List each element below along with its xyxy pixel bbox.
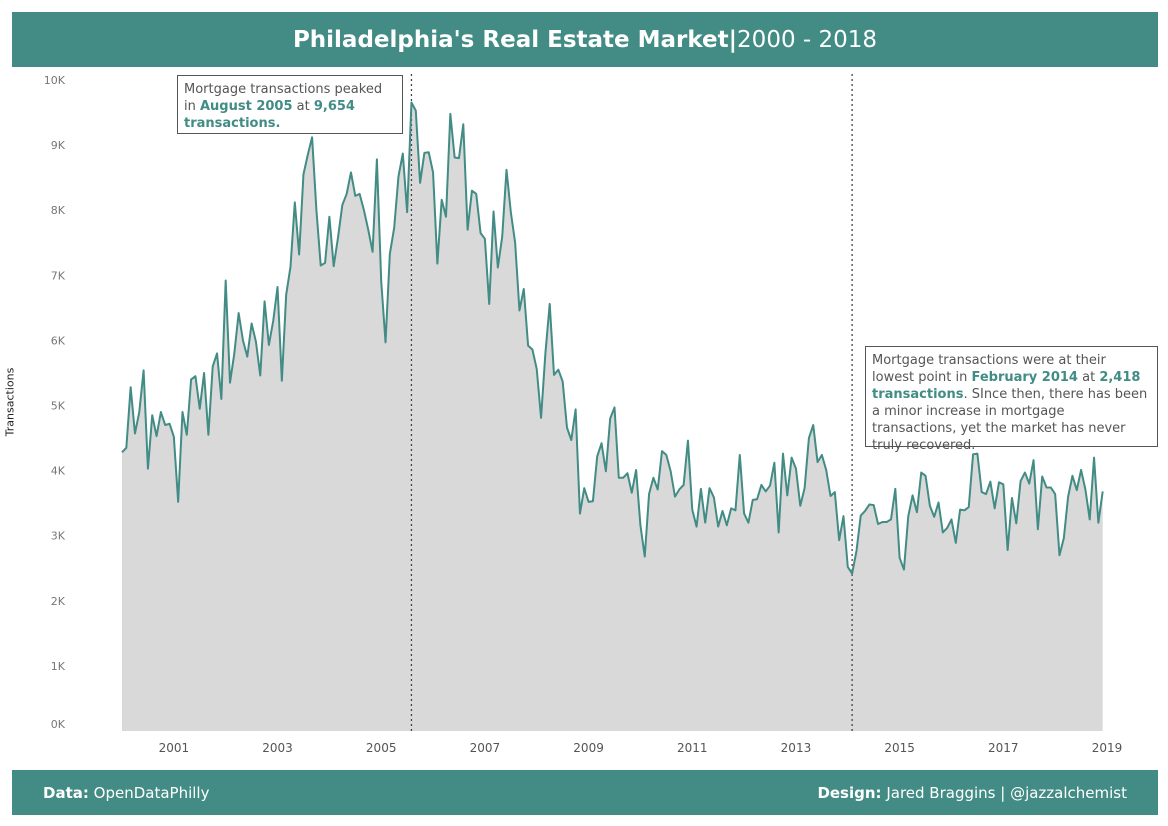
y-tick-label: 4K bbox=[51, 465, 66, 478]
x-tick-label: 2013 bbox=[781, 741, 812, 755]
y-tick-label: 0K bbox=[51, 718, 66, 731]
low-annotation-text: Mortgage transactions were at their lowe… bbox=[872, 353, 1106, 385]
data-credit: Data: OpenDataPhilly bbox=[43, 784, 209, 802]
y-tick-label: 1K bbox=[51, 660, 66, 673]
design-credit-value: Jared Braggins | @jazzalchemist bbox=[886, 783, 1127, 802]
peak-annotation-text: Mortgage transactions peaked in bbox=[184, 82, 383, 114]
x-tick-label: 2003 bbox=[262, 741, 293, 755]
series-line bbox=[121, 101, 1104, 575]
y-tick-label: 9K bbox=[51, 139, 66, 152]
title-bar: Philadelphia's Real Estate Market| 2000 -… bbox=[12, 12, 1158, 67]
chart-title: Philadelphia's Real Estate Market| bbox=[292, 26, 738, 53]
y-tick-label: 10K bbox=[44, 74, 66, 87]
low-unit: transactions bbox=[872, 387, 964, 402]
y-tick-label: 5K bbox=[51, 400, 66, 413]
peak-month: August 2005 bbox=[199, 99, 293, 114]
peak-unit: transactions. bbox=[184, 116, 281, 131]
y-tick-label: 2K bbox=[51, 595, 66, 608]
x-tick-label: 2001 bbox=[159, 741, 190, 755]
x-tick-label: 2007 bbox=[470, 741, 501, 755]
design-credit-label: Design: bbox=[817, 783, 882, 802]
y-tick-label: 7K bbox=[51, 269, 66, 282]
x-tick-label: 2017 bbox=[988, 741, 1019, 755]
footer-bar: Data: OpenDataPhilly Design: Jared Bragg… bbox=[12, 770, 1158, 815]
x-tick-label: 2015 bbox=[884, 741, 915, 755]
data-credit-value: OpenDataPhilly bbox=[93, 783, 210, 802]
y-tick-label: 6K bbox=[51, 334, 66, 347]
y-tick-label: 8K bbox=[51, 204, 66, 217]
x-tick-label: 2019 bbox=[1092, 741, 1123, 755]
low-annotation-at: at bbox=[1077, 370, 1100, 385]
design-credit: Design: Jared Braggins | @jazzalchemist bbox=[817, 784, 1127, 802]
peak-annotation: Mortgage transactions peaked in August 2… bbox=[177, 75, 403, 134]
low-annotation-tail: . SInce then, there has been a minor inc… bbox=[872, 387, 1148, 453]
peak-annotation-at: at bbox=[292, 99, 314, 114]
x-tick-label: 2005 bbox=[366, 741, 397, 755]
x-tick-label: 2009 bbox=[573, 741, 604, 755]
y-axis-label: Transactions bbox=[3, 367, 17, 437]
low-annotation: Mortgage transactions were at their lowe… bbox=[865, 346, 1158, 453]
low-value: 2,418 bbox=[1099, 370, 1141, 385]
y-tick-label: 3K bbox=[51, 530, 66, 543]
chart-title-range: 2000 - 2018 bbox=[737, 26, 878, 53]
x-tick-label: 2011 bbox=[677, 741, 708, 755]
data-credit-label: Data: bbox=[43, 783, 89, 802]
peak-value: 9,654 bbox=[313, 99, 355, 114]
line-area-chart: 0K 1K 2K 3K 4K 5K 6K 7K 8K 9K 10K 2001 2003 2005 2007 2… bbox=[44, 74, 1123, 755]
area-fill bbox=[122, 102, 1103, 731]
low-month: February 2014 bbox=[971, 370, 1078, 385]
